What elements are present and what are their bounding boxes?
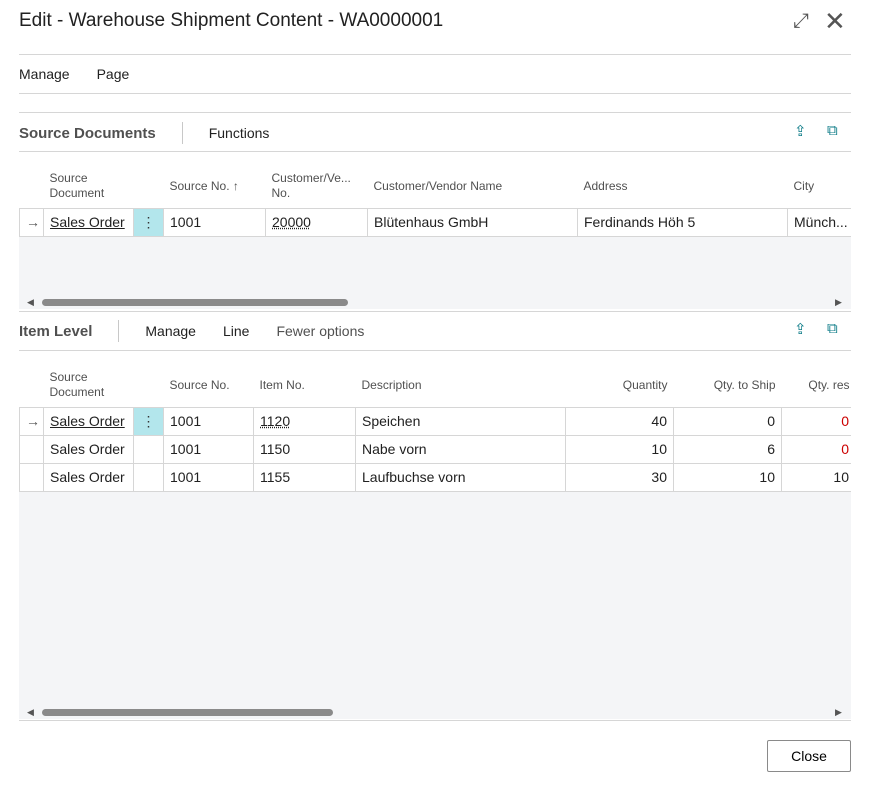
divider bbox=[19, 151, 851, 152]
col-city[interactable]: City bbox=[793, 178, 815, 193]
row-actions-cell bbox=[133, 434, 164, 464]
col-qty-to-ship[interactable]: Qty. to Ship bbox=[713, 377, 776, 392]
city: Münch... bbox=[787, 207, 851, 237]
qty-reserved: 10 bbox=[781, 462, 851, 492]
description: Speichen bbox=[355, 406, 566, 436]
description: Nabe vorn bbox=[355, 434, 566, 464]
section-title: Item Level bbox=[19, 322, 93, 340]
item-no[interactable]: 1150 bbox=[253, 434, 356, 464]
row-actions-cell bbox=[133, 462, 164, 492]
col-qty-reserved[interactable]: Qty. res bbox=[808, 377, 850, 392]
action-menu: Manage Page bbox=[19, 66, 129, 82]
col-source-no[interactable]: Source No. bbox=[169, 377, 230, 392]
col-source-document[interactable]: Source Document bbox=[49, 370, 105, 400]
table-row[interactable]: Sales Order 1001 1155 Laufbuchse vorn 30… bbox=[19, 462, 851, 492]
line-button[interactable]: Line bbox=[222, 323, 250, 339]
separator bbox=[181, 122, 183, 144]
scroll-right-icon[interactable]: ▶ bbox=[835, 297, 842, 307]
customer-name: Blütenhaus GmbH bbox=[367, 207, 578, 237]
table-row[interactable]: Sales Order 1001 1150 Nabe vorn 10 6 0 bbox=[19, 434, 851, 464]
row-marker bbox=[19, 462, 44, 492]
scroll-left-icon[interactable]: ◀ bbox=[27, 707, 34, 717]
scroll-left-icon[interactable]: ◀ bbox=[27, 297, 34, 307]
manage-button[interactable]: Manage bbox=[145, 323, 196, 339]
qty-reserved: 0 bbox=[781, 406, 851, 436]
customer-no[interactable]: 20000 bbox=[265, 207, 368, 237]
col-customer-no[interactable]: Customer/Ve... No. bbox=[271, 171, 351, 201]
divider bbox=[19, 311, 851, 312]
grid-empty-area bbox=[19, 492, 851, 705]
col-address[interactable]: Address bbox=[583, 178, 628, 193]
current-row-arrow-icon: → bbox=[19, 207, 44, 237]
item-level-header: Item Level Manage Line Fewer options bbox=[19, 320, 391, 342]
grid-empty-area bbox=[19, 237, 851, 295]
source-document[interactable]: Sales Order bbox=[43, 434, 134, 464]
col-item-no[interactable]: Item No. bbox=[259, 377, 305, 392]
menu-page[interactable]: Page bbox=[96, 66, 130, 82]
row-actions-icon[interactable]: ⋮ bbox=[133, 207, 164, 237]
share-icon[interactable]: ⇪ bbox=[794, 123, 807, 140]
share-icon[interactable]: ⇪ bbox=[794, 321, 807, 338]
horizontal-scrollbar[interactable]: ◀ ▶ bbox=[19, 295, 851, 309]
current-row-arrow-icon: → bbox=[19, 406, 44, 436]
divider bbox=[19, 350, 851, 351]
close-button[interactable]: Close bbox=[767, 740, 851, 772]
open-in-new-icon[interactable]: ⧉ bbox=[827, 320, 838, 337]
source-document[interactable]: Sales Order bbox=[43, 462, 134, 492]
item-no[interactable]: 1155 bbox=[253, 462, 356, 492]
table-row[interactable]: → Sales Order ⋮ 1001 20000 Blütenhaus Gm… bbox=[19, 207, 851, 237]
col-quantity[interactable]: Quantity bbox=[622, 377, 668, 392]
description: Laufbuchse vorn bbox=[355, 462, 566, 492]
source-documents-header: Source Documents Functions bbox=[19, 122, 296, 144]
quantity: 40 bbox=[565, 406, 674, 436]
dialog-title: Edit - Warehouse Shipment Content - WA00… bbox=[19, 10, 444, 31]
quantity: 30 bbox=[565, 462, 674, 492]
row-actions-icon[interactable]: ⋮ bbox=[133, 406, 164, 436]
source-documents-grid: Source Document Source No. ↑ Customer/Ve… bbox=[19, 165, 851, 237]
col-name[interactable]: Customer/Vendor Name bbox=[373, 178, 503, 193]
horizontal-scrollbar[interactable]: ◀ ▶ bbox=[19, 705, 851, 719]
quantity: 10 bbox=[565, 434, 674, 464]
address: Ferdinands Höh 5 bbox=[577, 207, 788, 237]
qty-reserved: 0 bbox=[781, 434, 851, 464]
scrollbar-thumb[interactable] bbox=[42, 709, 333, 716]
source-document-link[interactable]: Sales Order bbox=[43, 406, 134, 436]
expand-icon[interactable]: ⤢ bbox=[793, 10, 809, 32]
scroll-right-icon[interactable]: ▶ bbox=[835, 707, 842, 717]
scrollbar-thumb[interactable] bbox=[42, 299, 348, 306]
source-document-link[interactable]: Sales Order bbox=[43, 207, 134, 237]
close-icon[interactable]: ✕ bbox=[824, 6, 846, 36]
source-no: 1001 bbox=[163, 406, 254, 436]
qty-to-ship[interactable]: 6 bbox=[673, 434, 782, 464]
menu-manage[interactable]: Manage bbox=[19, 66, 70, 82]
source-no: 1001 bbox=[163, 462, 254, 492]
open-in-new-icon[interactable]: ⧉ bbox=[827, 122, 838, 139]
row-marker bbox=[19, 434, 44, 464]
col-description[interactable]: Description bbox=[361, 377, 422, 392]
functions-button[interactable]: Functions bbox=[208, 125, 270, 141]
source-no: 1001 bbox=[163, 434, 254, 464]
item-level-grid: Source Document Source No. Item No. Desc… bbox=[19, 364, 851, 492]
divider bbox=[19, 112, 851, 113]
divider bbox=[19, 54, 851, 55]
col-source-document[interactable]: Source Document bbox=[49, 171, 105, 201]
divider bbox=[19, 720, 851, 721]
separator bbox=[118, 320, 120, 342]
source-no: 1001 bbox=[163, 207, 266, 237]
col-source-no[interactable]: Source No. ↑ bbox=[169, 178, 239, 193]
table-row[interactable]: → Sales Order ⋮ 1001 1120 Speichen 40 0 … bbox=[19, 406, 851, 436]
section-title: Source Documents bbox=[19, 124, 156, 142]
item-no[interactable]: 1120 bbox=[253, 406, 356, 436]
qty-to-ship[interactable]: 0 bbox=[673, 406, 782, 436]
divider bbox=[19, 93, 851, 94]
qty-to-ship[interactable]: 10 bbox=[673, 462, 782, 492]
fewer-options-button[interactable]: Fewer options bbox=[276, 323, 365, 339]
